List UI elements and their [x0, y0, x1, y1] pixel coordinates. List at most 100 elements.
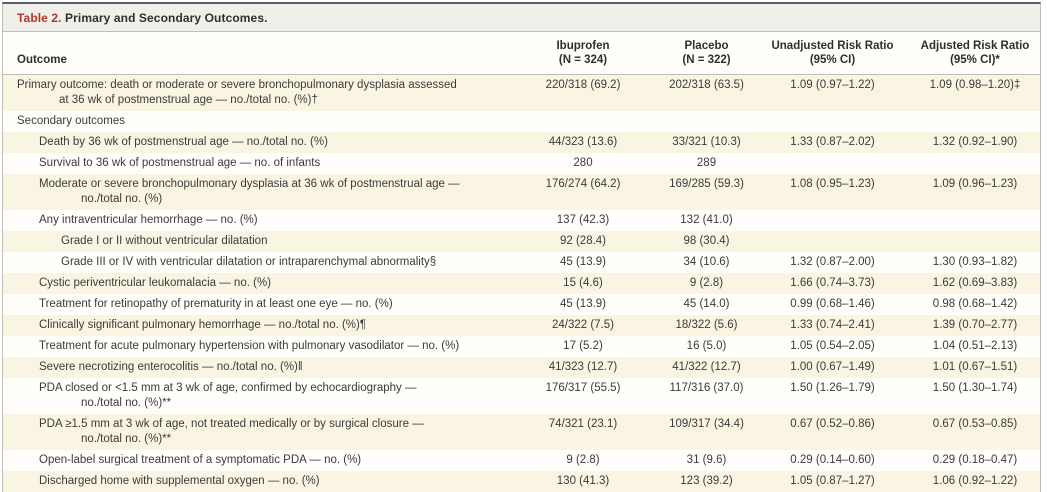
outcome-cell: Any intraventricular hemorrhage — no. (%… [39, 213, 258, 226]
unadjusted-rr-cell: 1.33 (0.74–2.41) [790, 318, 875, 331]
adjusted-rr-cell: 1.32 (0.92–1.90) [932, 135, 1018, 148]
table-row: Survival to 36 wk of postmenstrual age —… [3, 153, 1040, 174]
adjusted-rr-cell: 0.67 (0.53–0.85) [932, 417, 1018, 430]
placebo-cell: 33/321 (10.3) [672, 135, 741, 148]
placebo-cell: 41/322 (12.7) [672, 360, 741, 373]
adjusted-rr-cell [910, 153, 1040, 174]
table-number: Table 2. [17, 11, 62, 25]
adjusted-rr-cell [910, 231, 1040, 252]
outcome-cell: Survival to 36 wk of postmenstrual age —… [39, 156, 321, 169]
adjusted-rr-cell: 1.01 (0.67–1.51) [932, 360, 1018, 373]
table-row: Cystic periventricular leukomalacia — no… [3, 272, 1040, 294]
placebo-cell: 9 (2.8) [689, 276, 724, 289]
table-row: Treatment for acute pulmonary hypertensi… [3, 336, 1040, 357]
table-row: Discharged home with supplemental oxygen… [3, 470, 1040, 492]
col-header-ibuprofen-line1: Ibuprofen [556, 39, 610, 52]
ibuprofen-cell: 92 (28.4) [559, 234, 607, 247]
table-row: Grade I or II without ventricular dilata… [3, 230, 1040, 252]
table-row: PDA closed or <1.5 mm at 3 wk of age, co… [3, 378, 1040, 414]
placebo-cell: 34 (10.6) [683, 255, 730, 268]
unadjusted-rr-cell [755, 231, 910, 252]
data-table: Outcome Ibuprofen (N = 324) Placebo (N =… [3, 32, 1040, 492]
table-body: Primary outcome: death or moderate or se… [3, 74, 1040, 492]
unadjusted-rr-cell: 1.32 (0.87–2.00) [790, 255, 875, 268]
table-row: Open-label surgical treatment of a sympt… [3, 450, 1040, 471]
adjusted-rr-cell: 0.29 (0.18–0.47) [932, 453, 1018, 466]
ibuprofen-cell: 9 (2.8) [566, 453, 600, 466]
placebo-cell: 202/318 (63.5) [669, 78, 744, 91]
unadjusted-rr-cell: 1.08 (0.95–1.23) [790, 177, 875, 190]
adjusted-rr-cell: 1.09 (0.98–1.20)‡ [929, 78, 1021, 91]
unadjusted-rr-cell: 1.05 (0.87–1.27) [790, 474, 875, 487]
placebo-cell [658, 111, 755, 132]
ibuprofen-cell: 44/323 (13.6) [548, 135, 618, 148]
col-header-ibuprofen-line2: (N = 324) [558, 53, 608, 66]
outcome-cell: Severe necrotizing enterocolitis — no./t… [39, 360, 303, 373]
adjusted-rr-cell: 1.06 (0.92–1.22) [932, 474, 1018, 487]
col-header-placebo-line2: (N = 322) [682, 53, 731, 66]
outcome-cell: Grade III or IV with ventricular dilatat… [61, 255, 437, 268]
col-header-adjusted-rr-line1: Adjusted Risk Ratio [920, 39, 1030, 52]
unadjusted-rr-cell: 1.66 (0.74–3.73) [790, 276, 875, 289]
placebo-cell: 18/322 (5.6) [675, 318, 738, 331]
unadjusted-rr-cell [755, 153, 910, 174]
col-header-adjusted-rr: Adjusted Risk Ratio (95% CI)* [910, 32, 1040, 74]
outcome-cell: PDA closed or <1.5 mm at 3 wk of age, co… [39, 381, 417, 409]
ibuprofen-cell: 280 [573, 156, 593, 169]
table-row: Grade III or IV with ventricular dilatat… [3, 252, 1040, 273]
ibuprofen-cell [508, 111, 658, 132]
unadjusted-rr-cell: 1.09 (0.97–1.22) [790, 78, 875, 91]
ibuprofen-cell: 17 (5.2) [563, 339, 603, 352]
placebo-cell: 45 (14.0) [683, 297, 730, 310]
outcome-cell: Grade I or II without ventricular dilata… [61, 234, 268, 247]
ibuprofen-cell: 15 (4.6) [563, 276, 603, 289]
table-row: Secondary outcomes [3, 111, 1040, 132]
adjusted-rr-cell: 1.30 (0.93–1.82) [932, 255, 1018, 268]
adjusted-rr-cell: 1.09 (0.96–1.23) [932, 177, 1018, 190]
ibuprofen-cell: 176/274 (64.2) [545, 177, 621, 190]
outcome-cell: PDA ≥1.5 mm at 3 wk of age, not treated … [39, 417, 424, 445]
placebo-cell: 123 (39.2) [680, 474, 733, 487]
unadjusted-rr-cell: 1.33 (0.87–2.02) [790, 135, 875, 148]
adjusted-rr-cell: 1.39 (0.70–2.77) [932, 318, 1018, 331]
outcome-cell: Death by 36 wk of postmenstrual age — no… [39, 135, 328, 148]
table-row: Severe necrotizing enterocolitis — no./t… [3, 356, 1040, 378]
ibuprofen-cell: 41/323 (12.7) [548, 360, 618, 373]
unadjusted-rr-cell: 0.67 (0.52–0.86) [790, 417, 875, 430]
table-row: Any intraventricular hemorrhage — no. (%… [3, 210, 1040, 231]
ibuprofen-cell: 176/317 (55.5) [545, 381, 621, 394]
table-row: PDA ≥1.5 mm at 3 wk of age, not treated … [3, 413, 1040, 450]
placebo-cell: 31 (9.6) [686, 453, 727, 466]
table-row: Clinically significant pulmonary hemorrh… [3, 314, 1040, 336]
table-row: Moderate or severe bronchopulmonary dysp… [3, 173, 1040, 210]
ibuprofen-cell: 24/322 (7.5) [551, 318, 614, 331]
ibuprofen-cell: 45 (13.9) [559, 255, 607, 268]
unadjusted-rr-cell: 1.05 (0.54–2.05) [790, 339, 875, 352]
outcome-cell: Clinically significant pulmonary hemorrh… [39, 318, 367, 331]
adjusted-rr-cell [910, 210, 1040, 231]
outcome-cell: Cystic periventricular leukomalacia — no… [39, 276, 271, 289]
unadjusted-rr-cell [755, 111, 910, 132]
ibuprofen-cell: 130 (41.3) [556, 474, 610, 487]
placebo-cell: 16 (5.0) [686, 339, 727, 352]
header-row: Outcome Ibuprofen (N = 324) Placebo (N =… [3, 32, 1040, 74]
adjusted-rr-cell: 1.50 (1.30–1.74) [932, 381, 1018, 394]
ibuprofen-cell: 45 (13.9) [559, 297, 607, 310]
table-row: Death by 36 wk of postmenstrual age — no… [3, 131, 1040, 153]
col-header-unadjusted-rr-line1: Unadjusted Risk Ratio [771, 39, 894, 52]
unadjusted-rr-cell: 1.00 (0.67–1.49) [790, 360, 875, 373]
outcome-cell: Secondary outcomes [17, 114, 126, 127]
table-caption: Primary and Secondary Outcomes. [65, 11, 268, 25]
placebo-cell: 117/316 (37.0) [669, 381, 744, 394]
unadjusted-rr-cell: 1.50 (1.26–1.79) [790, 381, 875, 394]
ibuprofen-cell: 220/318 (69.2) [545, 78, 621, 91]
adjusted-rr-cell: 1.04 (0.51–2.13) [932, 339, 1018, 352]
unadjusted-rr-cell: 0.29 (0.14–0.60) [790, 453, 875, 466]
outcome-cell: Primary outcome: death or moderate or se… [17, 78, 457, 106]
table-header: Outcome Ibuprofen (N = 324) Placebo (N =… [3, 32, 1040, 74]
outcome-cell: Discharged home with supplemental oxygen… [39, 474, 320, 487]
col-header-outcome: Outcome [17, 53, 67, 66]
adjusted-rr-cell [910, 111, 1040, 132]
placebo-cell: 169/285 (59.3) [669, 177, 744, 190]
